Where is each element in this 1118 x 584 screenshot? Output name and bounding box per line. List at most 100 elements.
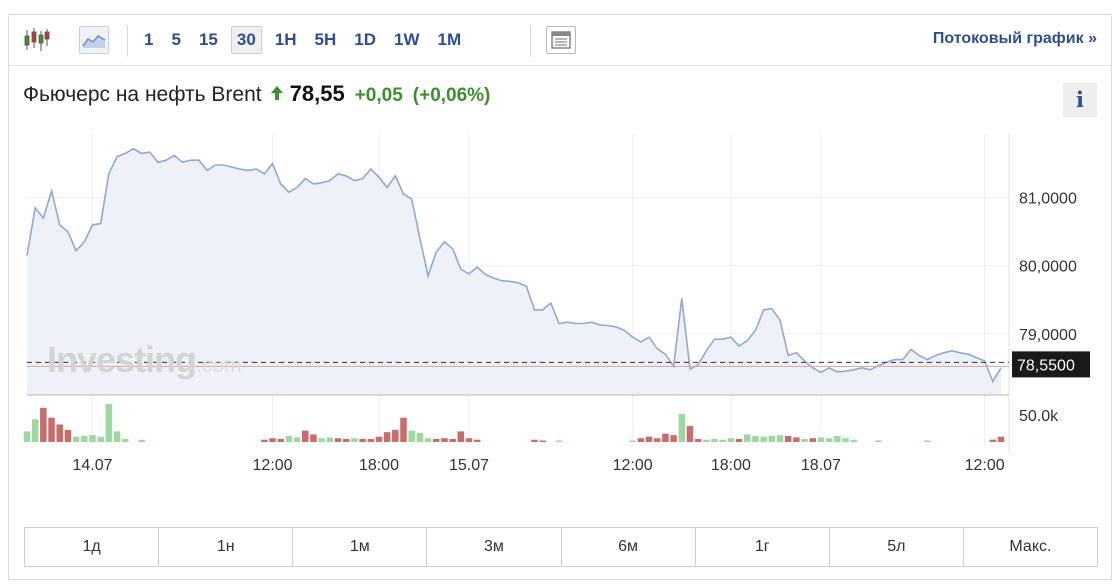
- range-3m[interactable]: 3м: [427, 528, 562, 566]
- volume-bar: [662, 433, 669, 442]
- volume-bar: [760, 436, 767, 442]
- volume-bar: [924, 440, 931, 442]
- x-tick-label: 18:00: [711, 457, 751, 474]
- interval-5h[interactable]: 5H: [314, 30, 337, 49]
- interval-1h[interactable]: 1H: [274, 30, 297, 49]
- x-axis-labels: 14.07 12:00 18:00 15.07 12:00 18:00 18.07 12:00: [72, 457, 1004, 474]
- volume-bar: [64, 429, 72, 442]
- volume-bar: [686, 426, 694, 442]
- range-1y[interactable]: 1г: [696, 528, 830, 566]
- interval-selector: 1 5 15 30 1H 5H 1D 1W 1M: [139, 26, 474, 54]
- volume-bar: [261, 439, 268, 442]
- x-tick-label: 12:00: [613, 457, 653, 474]
- volume-bar: [776, 435, 784, 442]
- time-range-selector: 1д 1н 1м 3м 6м 1г 5л Макс.: [24, 527, 1098, 567]
- volume-bar: [874, 440, 882, 442]
- volume-bar: [81, 435, 88, 442]
- volume-bar: [465, 438, 473, 442]
- volume-bar: [637, 438, 645, 442]
- volume-bar: [72, 436, 80, 442]
- volume-bar: [842, 438, 849, 442]
- volume-bar: [719, 439, 726, 442]
- area-chart-icon[interactable]: [79, 26, 109, 54]
- info-button[interactable]: i: [1063, 83, 1097, 117]
- volume-bar: [539, 440, 546, 442]
- volume-bar: [56, 424, 64, 442]
- price-line: [26, 147, 1002, 384]
- interval-1w[interactable]: 1W: [393, 30, 420, 49]
- price-chart: 81,0000 80,0000 79,0000 14.07 12:00 18:00 15.…: [23, 133, 1090, 474]
- volume-bar: [678, 413, 686, 442]
- volume-bar: [367, 438, 375, 442]
- last-price: 78,55: [289, 81, 345, 106]
- volume-bar: [310, 434, 317, 442]
- volume-bar: [302, 430, 309, 442]
- data-table-icon[interactable]: [546, 26, 576, 54]
- volume-bar: [40, 407, 47, 442]
- up-arrow-icon: [270, 85, 284, 106]
- volume-bar: [825, 438, 833, 442]
- investing-watermark: Investing.com: [47, 339, 242, 381]
- volume-bar: [408, 430, 415, 442]
- range-max[interactable]: Макс.: [1009, 538, 1052, 555]
- volume-bar: [457, 431, 465, 442]
- range-1m[interactable]: 1м: [293, 528, 428, 566]
- y-tick-label: 79,0000: [1019, 327, 1077, 344]
- volume-bar: [269, 438, 276, 442]
- volume-bar: [449, 438, 456, 442]
- volume-scale-label: 50.0k: [1019, 408, 1059, 425]
- price-change: +0,05: [354, 85, 403, 106]
- volume-bar: [989, 439, 997, 442]
- volume-bar: [416, 432, 424, 442]
- y-tick-label: 80,0000: [1019, 259, 1077, 276]
- interval-1m[interactable]: 1M: [437, 30, 462, 49]
- volume-bar: [784, 435, 792, 442]
- volume-bar: [670, 435, 677, 442]
- range-1w[interactable]: 1н: [159, 528, 294, 566]
- volume-bar: [645, 436, 653, 442]
- y-axis-labels: 81,0000 80,0000 79,0000: [1019, 191, 1077, 344]
- volume-bar: [326, 437, 334, 442]
- volume-bar: [555, 440, 563, 442]
- volume-bar: [383, 432, 391, 442]
- volume-bar: [531, 439, 538, 442]
- volume-bar: [89, 435, 96, 442]
- volume-bar: [318, 438, 325, 442]
- volume-bar: [743, 434, 751, 442]
- volume-bar: [653, 438, 661, 442]
- chart-widget: 1 5 15 30 1H 5H 1D 1W 1M Потоковый графи…: [8, 14, 1112, 580]
- range-1d[interactable]: 1д: [25, 528, 160, 566]
- volume-bar: [105, 404, 113, 442]
- volume-bar: [392, 429, 399, 442]
- volume-bar: [735, 438, 743, 442]
- streaming-chart-link[interactable]: Потоковый график »: [932, 30, 1097, 47]
- x-tick-label: 18.07: [801, 457, 841, 474]
- interval-15[interactable]: 15: [198, 30, 218, 49]
- volume-bar: [432, 438, 440, 442]
- volume-bar: [768, 435, 776, 442]
- instrument-name: Фьючерс на нефть Brent: [23, 83, 262, 106]
- volume-bar: [23, 431, 31, 442]
- range-5y[interactable]: 5л: [830, 528, 964, 566]
- candlestick-chart-icon[interactable]: [21, 26, 51, 54]
- volume-bar: [711, 438, 718, 442]
- interval-5[interactable]: 5: [171, 30, 181, 49]
- interval-1[interactable]: 1: [144, 30, 154, 49]
- volume-bar: [727, 438, 735, 442]
- volume-bar: [473, 439, 481, 442]
- x-tick-label: 12:00: [253, 457, 293, 474]
- volume-bar: [351, 438, 358, 442]
- interval-1d[interactable]: 1D: [354, 30, 376, 49]
- volume-bar: [375, 436, 383, 442]
- volume-bar: [277, 438, 285, 442]
- interval-30[interactable]: 30: [230, 26, 262, 54]
- price-area: [27, 148, 1001, 395]
- volume-bar: [752, 435, 759, 442]
- volume-bar: [441, 438, 448, 442]
- watermark-brand: Investing: [47, 339, 197, 380]
- range-6m[interactable]: 6м: [562, 528, 696, 566]
- volume-bar: [113, 431, 121, 442]
- volume-bar: [400, 417, 407, 442]
- last-price-tag: 78,5500: [1012, 351, 1090, 378]
- volume-bar: [138, 439, 145, 442]
